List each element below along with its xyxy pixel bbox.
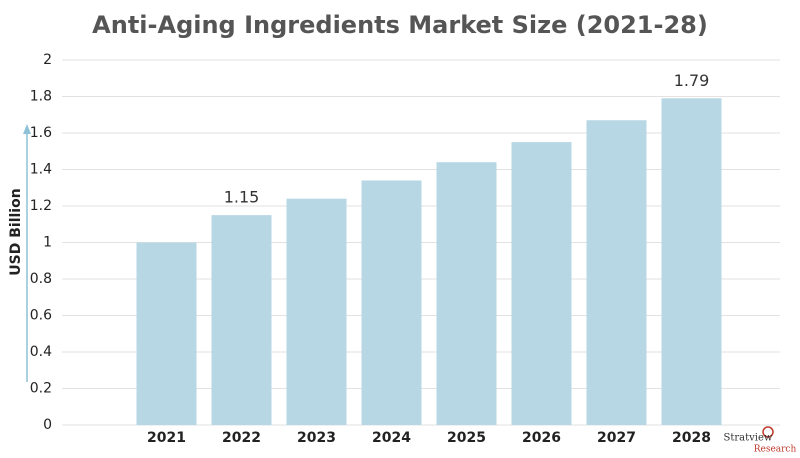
- logo: Stratview Research: [724, 426, 797, 455]
- y-tick-label: 2: [43, 52, 52, 68]
- y-tick-label: 1.2: [30, 198, 52, 214]
- logo-icon: [762, 426, 774, 438]
- y-tick-label: 1: [43, 235, 52, 251]
- x-tick-label: 2024: [372, 430, 411, 446]
- bar: [511, 142, 572, 425]
- value-label: 1.79: [674, 71, 710, 90]
- x-tick-label: 2021: [147, 430, 186, 446]
- bar: [586, 120, 647, 425]
- logo-sub: Research: [754, 445, 797, 455]
- y-tick-label: 1.4: [30, 162, 52, 178]
- x-tick-label: 2028: [672, 430, 711, 446]
- y-axis-label: USD Billion: [8, 188, 24, 275]
- y-tick-label: 1.6: [30, 125, 52, 141]
- x-tick-label: 2026: [522, 430, 561, 446]
- y-tick-label: 0.4: [30, 344, 52, 360]
- axis-arrow-head: [23, 124, 31, 134]
- chart-title: Anti-Aging Ingredients Market Size (2021…: [92, 11, 708, 39]
- logo-name: Stratview: [724, 433, 773, 444]
- bar: [436, 162, 497, 425]
- x-tick-label: 2023: [297, 430, 336, 446]
- y-tick-label: 0.8: [30, 271, 52, 287]
- y-tick-label: 0.6: [30, 308, 52, 324]
- bar: [136, 242, 197, 425]
- y-tick-label: 1.8: [30, 89, 52, 105]
- y-tick-label: 0: [43, 417, 52, 433]
- bar: [661, 98, 722, 425]
- bar: [361, 180, 422, 425]
- x-tick-label: 2027: [597, 430, 636, 446]
- value-label: 1.15: [224, 188, 260, 207]
- y-tick-label: 0.2: [30, 381, 52, 397]
- x-tick-label: 2025: [447, 430, 486, 446]
- bar: [211, 215, 272, 425]
- x-tick-label: 2022: [222, 430, 261, 446]
- bar: [286, 198, 347, 425]
